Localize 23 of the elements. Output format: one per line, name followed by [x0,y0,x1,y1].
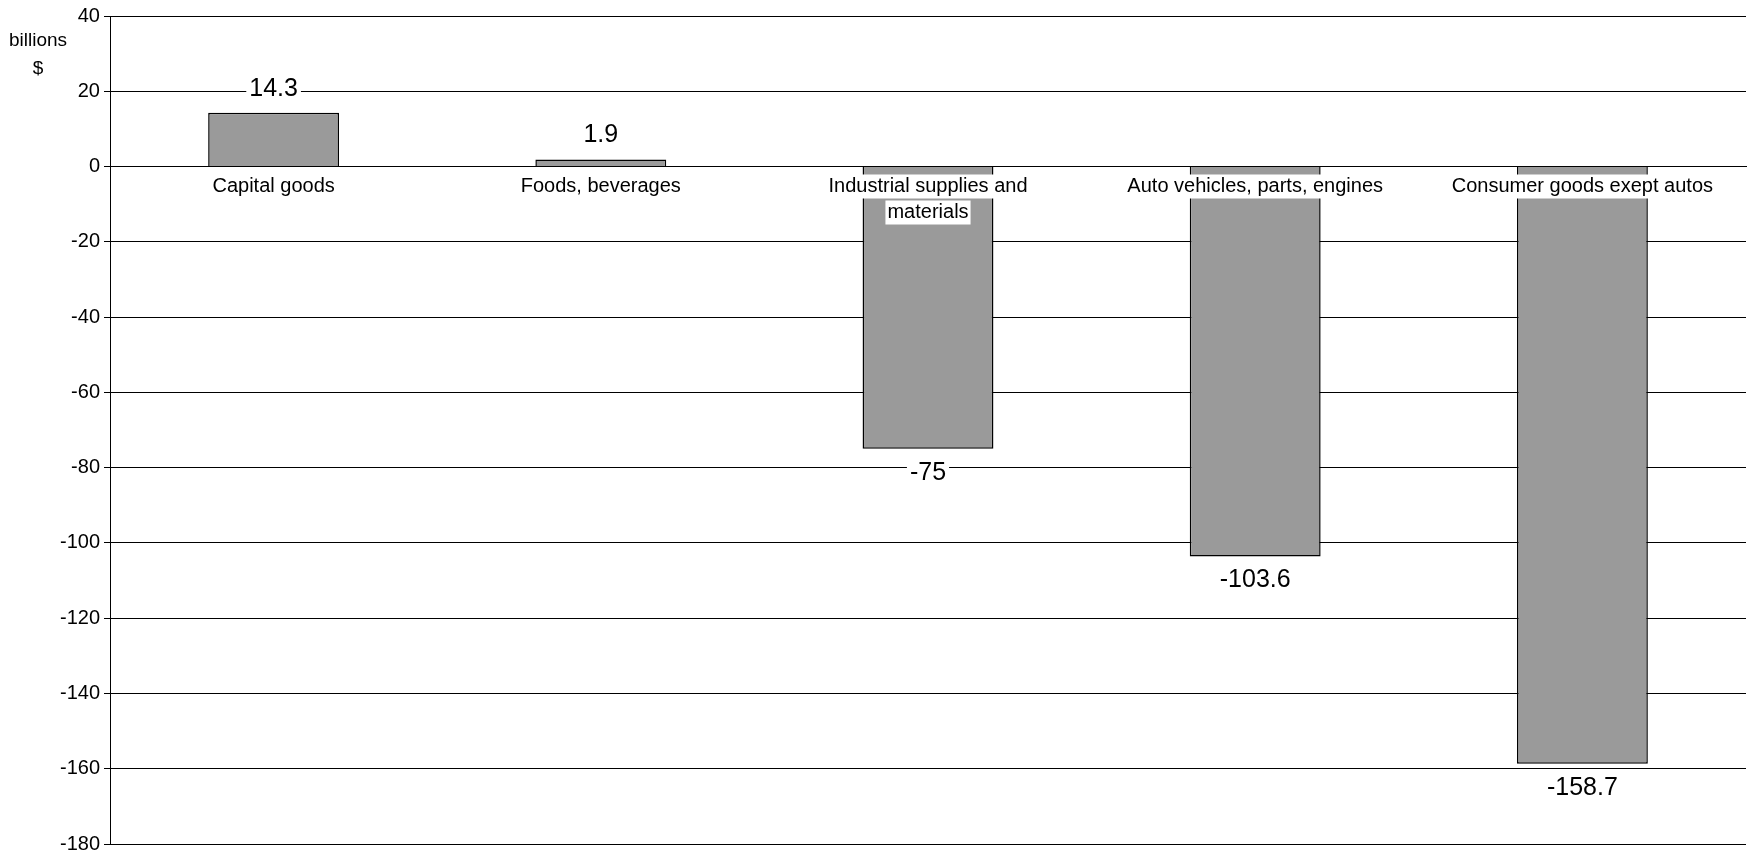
data-label: -103.6 [1219,564,1291,593]
y-tick-label: -60 [71,379,100,402]
y-axis-title: billions $ [8,28,68,80]
x-tick-label: Auto vehicles, parts, engines [1127,174,1384,197]
x-tick-label: Foods, beverages [520,174,681,197]
y-tick-label: -80 [71,455,100,478]
y-tick-label: -20 [71,229,100,252]
y-tick-label: -120 [59,605,100,628]
y-tick-label: 0 [88,154,100,177]
x-tick-label: Capital goods [212,174,335,197]
x-tick-label: Industrial supplies and materials [828,174,1028,223]
data-label: -158.7 [1546,771,1618,800]
x-tick-label: Consumer goods exept autos [1451,174,1714,197]
data-label: -75 [909,456,947,485]
data-label: 1.9 [583,119,619,148]
y-tick-label: -40 [71,304,100,327]
data-label: 14.3 [249,72,298,101]
y-tick-label: -180 [59,831,100,854]
y-tick-label: -140 [59,680,100,703]
y-tick-label: -100 [59,530,100,553]
y-tick-label: 20 [77,78,100,101]
y-tick-label: 40 [77,3,100,26]
y-tick-label: -160 [59,756,100,779]
